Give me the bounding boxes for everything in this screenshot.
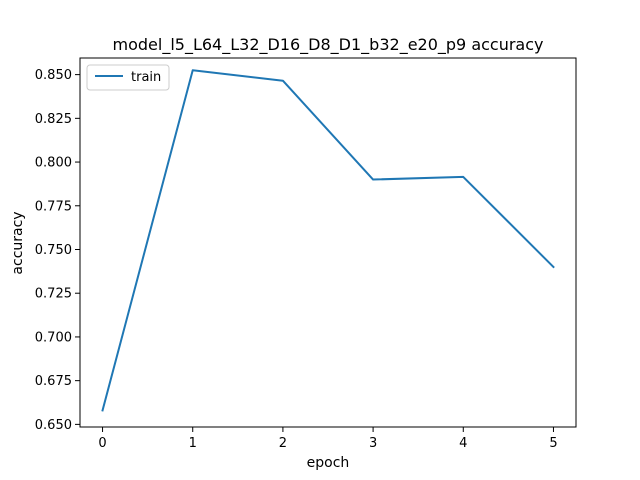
legend-label-train: train xyxy=(131,70,161,85)
x-tick-label: 3 xyxy=(369,436,377,451)
y-tick-label: 0.700 xyxy=(35,330,72,345)
series-line-train xyxy=(101,69,555,412)
x-tick-label: 5 xyxy=(549,436,557,451)
y-tick-label: 0.825 xyxy=(35,112,72,127)
x-tick-label: 0 xyxy=(98,436,106,451)
y-tick-label: 0.725 xyxy=(35,287,72,302)
x-tick-label: 4 xyxy=(459,436,467,451)
x-tick-label: 2 xyxy=(279,436,287,451)
plot-frame xyxy=(79,57,577,428)
y-tick-label: 0.750 xyxy=(35,243,72,258)
plot-area xyxy=(79,57,577,428)
y-axis-label: accuracy xyxy=(10,211,26,274)
y-tick-label: 0.850 xyxy=(35,68,72,83)
x-tick-label: 1 xyxy=(189,436,197,451)
legend-box xyxy=(86,64,170,91)
y-axis: 0.650 0.675 0.700 0.725 0.750 0.775 0.800 0.825… xyxy=(35,68,80,433)
x-axis: 0 1 2 3 4 5 xyxy=(98,427,558,451)
y-tick-label: 0.675 xyxy=(35,374,72,389)
y-tick-label: 0.800 xyxy=(35,156,72,171)
x-axis-label: epoch xyxy=(307,455,350,471)
series-layer xyxy=(101,69,555,412)
legend: train xyxy=(86,64,170,91)
y-tick-label: 0.650 xyxy=(35,418,72,433)
y-tick-label: 0.775 xyxy=(35,199,72,214)
chart-title: model_l5_L64_L32_D16_D8_D1_b32_e20_p9 ac… xyxy=(113,35,544,55)
